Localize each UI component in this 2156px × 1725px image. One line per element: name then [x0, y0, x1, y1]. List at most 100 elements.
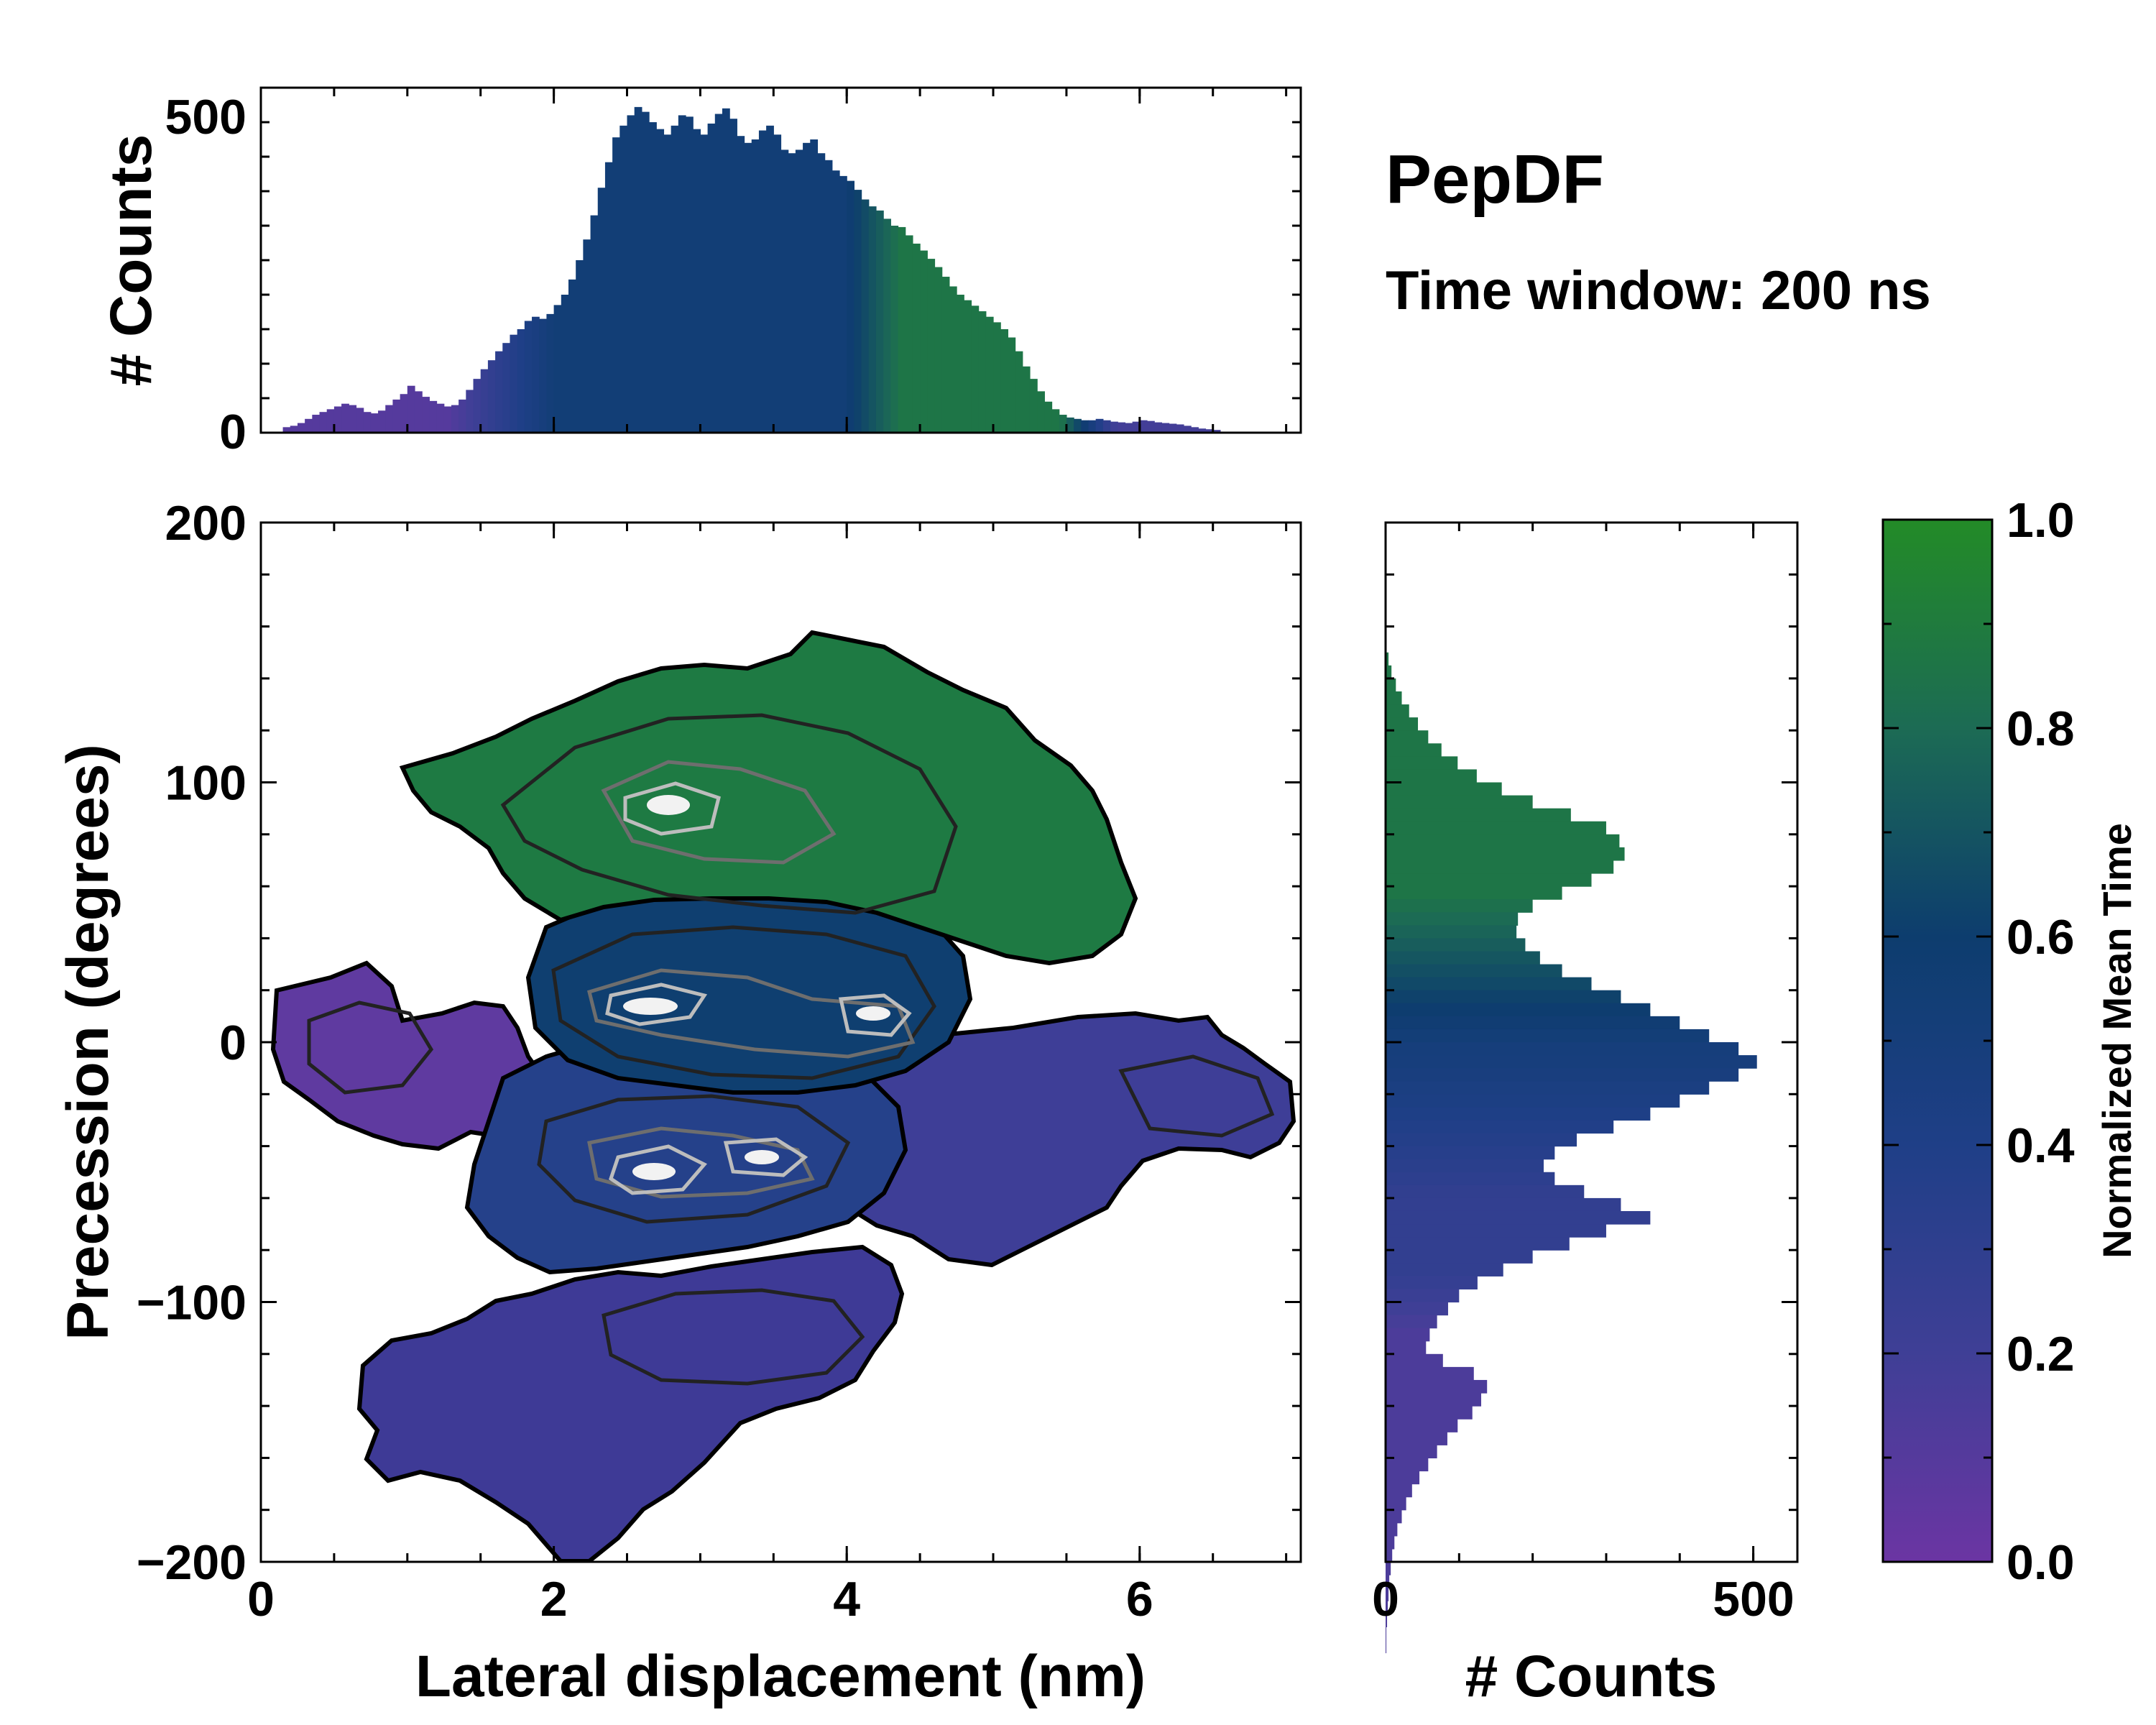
- top-histogram-bar: [392, 399, 401, 433]
- right-histogram-bar: [1386, 1289, 1460, 1303]
- right-histogram-bar: [1386, 1419, 1458, 1432]
- top-histogram-bar: [905, 235, 913, 433]
- right-histogram-bar: [1386, 834, 1620, 848]
- top-histogram-bar: [473, 379, 482, 433]
- top-histogram-bar: [443, 406, 452, 433]
- top-histogram-bar: [737, 136, 745, 433]
- right-histogram-bar: [1386, 1575, 1390, 1588]
- top-histogram-bar: [693, 129, 701, 433]
- top-histogram-bar: [1161, 423, 1170, 433]
- top-histogram-bar: [422, 397, 430, 433]
- top-histogram-bar: [978, 311, 987, 433]
- top-histogram-bar: [1118, 422, 1126, 433]
- right-histogram-bar: [1386, 1393, 1482, 1407]
- top-histogram-bar: [831, 170, 840, 433]
- top-histogram-bar: [707, 123, 716, 433]
- top-histogram-bar: [671, 125, 679, 433]
- top-histogram-ylabel: # Counts: [98, 134, 164, 387]
- top-histogram-ytick-500: 500: [165, 90, 247, 144]
- top-histogram-bar: [1102, 420, 1111, 433]
- top-histogram-bar: [686, 116, 694, 433]
- colorbar-tick-label: 1.0: [2007, 493, 2075, 548]
- top-histogram-bar: [678, 115, 686, 433]
- right-histogram-bar: [1386, 1068, 1739, 1082]
- top-histogram-bar: [319, 412, 328, 433]
- right-histogram-bar: [1386, 912, 1519, 926]
- top-histogram-bar: [847, 180, 855, 433]
- right-histogram-bar: [1386, 1379, 1488, 1394]
- right-histogram-bar: [1386, 808, 1571, 822]
- right-histogram-bar: [1386, 1302, 1448, 1316]
- top-histogram-bar: [524, 321, 533, 433]
- top-histogram-bar: [780, 150, 789, 433]
- right-histogram-bar: [1386, 847, 1625, 861]
- right-histogram-bar: [1386, 1263, 1503, 1276]
- top-histogram-bar: [1198, 428, 1207, 433]
- right-histogram-bar: [1386, 717, 1419, 731]
- top-histogram-bar: [400, 394, 408, 433]
- top-histogram-bar: [788, 153, 796, 433]
- cluster-bottom: [356, 1244, 905, 1562]
- top-histogram-bar: [795, 150, 803, 433]
- right-histogram-bar: [1386, 1562, 1391, 1576]
- right-histogram-bar: [1386, 1029, 1710, 1043]
- top-histogram-bar: [766, 125, 774, 433]
- top-histogram-bar: [429, 400, 438, 433]
- right-histogram-bar: [1386, 1535, 1395, 1550]
- main-heatmap: 0 2 4 6 −200 −100 0 100 200 Lateral displacemen…: [55, 496, 1302, 1709]
- top-histogram-bar: [297, 423, 305, 433]
- right-histogram-bar: [1386, 665, 1392, 679]
- right-histogram-bar: [1386, 1094, 1680, 1108]
- top-histogram-bar: [510, 334, 518, 433]
- main-xlabel: Lateral displacement (nm): [415, 1644, 1146, 1709]
- top-histogram-bar: [539, 318, 548, 433]
- top-histogram-bar: [604, 162, 613, 433]
- top-histogram-bar: [1059, 415, 1067, 433]
- top-histogram-bar: [290, 426, 298, 433]
- right-histogram-bar: [1386, 1210, 1651, 1225]
- top-histogram-bar: [312, 415, 321, 433]
- top-histogram-bar: [1147, 420, 1155, 433]
- top-histogram-bar: [370, 413, 379, 433]
- right-histogram-bar: [1386, 1197, 1621, 1212]
- top-histogram-bar: [934, 267, 943, 433]
- colorbar-label: Normalized Mean Time: [2094, 823, 2139, 1259]
- figure-title: PepDF: [1386, 141, 1604, 218]
- top-histogram-bar: [568, 279, 576, 433]
- top-histogram-bar: [1015, 351, 1023, 433]
- top-histogram-bar: [532, 316, 540, 433]
- top-histogram-bar: [326, 409, 335, 433]
- top-histogram-bar: [1066, 417, 1074, 433]
- right-histogram-bar: [1386, 1237, 1570, 1251]
- top-histogram-bar: [1169, 423, 1177, 433]
- right-histogram-bar: [1386, 1522, 1398, 1537]
- colorbar-tick-label: 0.2: [2007, 1327, 2075, 1381]
- top-histogram-bar: [663, 134, 672, 433]
- right-histogram-bar: [1386, 938, 1526, 952]
- top-histogram-bar: [729, 119, 737, 433]
- right-histogram-bar: [1386, 1458, 1429, 1472]
- top-histogram-bar: [941, 277, 950, 433]
- colorbar-gradient: [1881, 518, 1994, 1563]
- top-histogram-bar: [854, 190, 862, 433]
- top-histogram-bar: [282, 427, 291, 433]
- top-histogram-bar: [1212, 430, 1221, 433]
- top-histogram-bar: [459, 399, 466, 433]
- right-histogram-bar: [1386, 1250, 1533, 1264]
- top-histogram-bar: [1037, 391, 1045, 433]
- top-histogram-bar: [1205, 429, 1214, 433]
- top-histogram-bar: [656, 129, 665, 433]
- right-histogram-bar: [1386, 1548, 1393, 1563]
- top-histogram-bar: [1139, 420, 1148, 433]
- top-histogram-bar: [1095, 418, 1104, 433]
- top-histogram-bar: [495, 351, 503, 433]
- top-histogram-bar: [612, 137, 620, 433]
- right-histogram-bar: [1386, 1172, 1555, 1186]
- top-histogram-bar: [385, 405, 394, 433]
- right-histogram-bar: [1386, 1406, 1473, 1420]
- density-contours-outer: [307, 713, 1275, 1386]
- top-histogram-bar: [875, 210, 884, 433]
- top-histogram-ytick-0: 0: [219, 405, 247, 459]
- top-histogram-bar: [641, 111, 650, 433]
- right-histogram-bar: [1386, 1315, 1437, 1329]
